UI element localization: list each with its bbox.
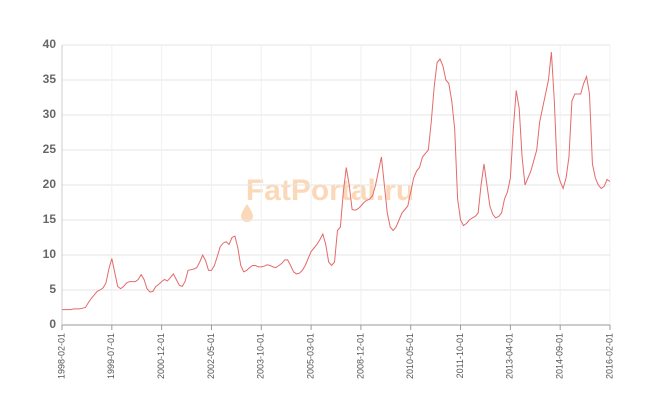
y-tick-label: 25 (43, 142, 57, 156)
x-tick-label: 2013-04-01 (505, 333, 515, 379)
watermark-icon (241, 204, 253, 222)
data-line (62, 51, 611, 311)
x-tick-label: 2016-02-01 (604, 333, 614, 379)
watermark: FatPortal.ru (246, 174, 414, 207)
x-tick-label: 2014-09-01 (555, 333, 565, 379)
x-tick-label: 2005-03-01 (305, 333, 315, 379)
x-tick-label: 1998-02-01 (56, 333, 66, 379)
x-tick-label: 2008-12-01 (355, 333, 365, 379)
grid (61, 44, 611, 326)
y-tick-label: 30 (43, 107, 57, 121)
x-tick-label: 1999-07-01 (106, 333, 116, 379)
x-tick-label: 2002-05-01 (206, 333, 216, 379)
x-tick-label: 2010-05-01 (405, 333, 415, 379)
x-tick-label: 2003-10-01 (256, 333, 266, 379)
y-tick-label: 40 (43, 37, 57, 51)
x-tick-label: 2000-12-01 (156, 333, 166, 379)
y-tick-label: 10 (43, 247, 57, 261)
y-tick-label: 35 (43, 72, 57, 86)
y-tick-label: 5 (49, 282, 56, 296)
y-tick-label: 15 (43, 212, 57, 226)
y-tick-label: 0 (49, 317, 56, 331)
x-tick-label: 2011-10-01 (455, 333, 465, 378)
y-tick-label: 20 (43, 177, 57, 191)
